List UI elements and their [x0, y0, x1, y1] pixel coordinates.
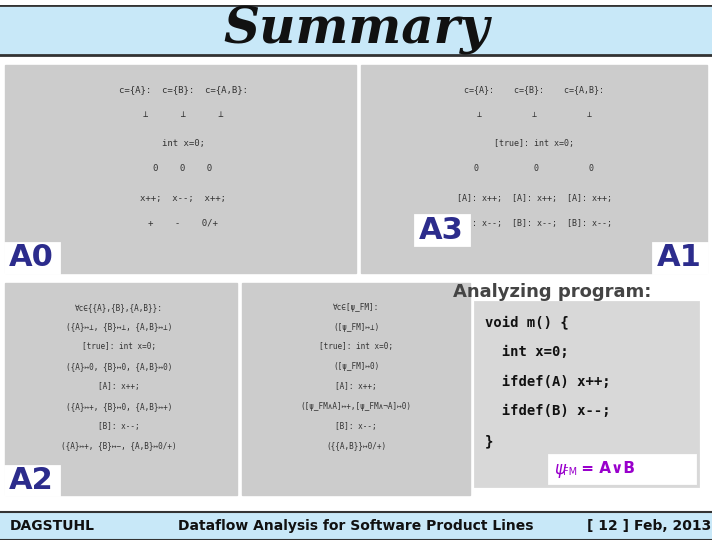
Text: [A]: x++;: [A]: x++; — [336, 382, 377, 391]
Text: [true]: int x=0;: [true]: int x=0; — [82, 342, 156, 352]
Bar — [549, 455, 695, 483]
Bar — [0, 5, 712, 55]
Text: ∀c∈{{A},{B},{A,B}}:: ∀c∈{{A},{B},{A,B}}: — [75, 303, 163, 312]
Text: [ 12 ]: [ 12 ] — [588, 519, 629, 533]
Text: +    -    0/+: + - 0/+ — [148, 219, 218, 228]
Text: ({A}↦+, {B}↦−, {A,B}↦0/+): ({A}↦+, {B}↦−, {A,B}↦0/+) — [61, 441, 176, 450]
Text: Analyzing program:: Analyzing program: — [453, 284, 652, 301]
Text: [B]: x--;: [B]: x--; — [98, 422, 140, 430]
Text: A1: A1 — [657, 244, 702, 272]
Bar — [653, 243, 708, 273]
Text: ifdef(B) x--;: ifdef(B) x--; — [485, 404, 611, 418]
Bar — [0, 512, 712, 540]
Text: [A]: x++;: [A]: x++; — [98, 382, 140, 391]
Text: A2: A2 — [9, 466, 54, 495]
Text: = A∨B: = A∨B — [576, 461, 635, 476]
Bar — [243, 282, 470, 495]
Text: ifdef(A) x++;: ifdef(A) x++; — [485, 375, 611, 389]
Text: ({A}↦⊥, {B}↦⊥, {A,B}↦⊥): ({A}↦⊥, {B}↦⊥, {A,B}↦⊥) — [66, 322, 172, 332]
Bar — [5, 282, 238, 495]
Text: int x=0;: int x=0; — [485, 345, 569, 359]
Text: ([ψ_FM]↦0): ([ψ_FM]↦0) — [333, 362, 379, 371]
Text: FM: FM — [563, 467, 577, 477]
Text: DAGSTUHL: DAGSTUHL — [10, 519, 95, 533]
Text: A0: A0 — [9, 244, 54, 272]
Text: [A]: x++;  [A]: x++;  [A]: x++;: [A]: x++; [A]: x++; [A]: x++; — [456, 194, 612, 203]
Text: void m() {: void m() { — [485, 315, 569, 329]
Text: ([ψ_FM∧A]↦+,[ψ_FM∧¬A]↦0): ([ψ_FM∧A]↦+,[ψ_FM∧¬A]↦0) — [301, 402, 412, 411]
Text: ({A}↦0, {B}↦0, {A,B}↦0): ({A}↦0, {B}↦0, {A,B}↦0) — [66, 362, 172, 371]
Text: [B]: x--;  [B]: x--;  [B]: x--;: [B]: x--; [B]: x--; [B]: x--; — [456, 219, 612, 228]
Text: ([ψ_FM]↦⊥): ([ψ_FM]↦⊥) — [333, 322, 379, 332]
Text: [B]: x--;: [B]: x--; — [336, 422, 377, 430]
Text: x++;  x--;  x++;: x++; x--; x++; — [140, 194, 226, 203]
Bar — [361, 65, 708, 273]
Bar — [5, 65, 356, 273]
Text: ⊥      ⊥      ⊥: ⊥ ⊥ ⊥ — [143, 110, 223, 119]
Text: int x=0;: int x=0; — [161, 139, 204, 148]
Text: ({A}↦+, {B}↦0, {A,B}↦+): ({A}↦+, {B}↦0, {A,B}↦+) — [66, 402, 172, 411]
Bar — [415, 215, 469, 245]
Text: c={A}:    c={B}:    c={A,B}:: c={A}: c={B}: c={A,B}: — [464, 85, 604, 94]
Bar — [5, 243, 59, 273]
Text: }: } — [485, 434, 493, 448]
Bar — [475, 302, 698, 485]
Text: [true]: int x=0;: [true]: int x=0; — [495, 139, 575, 148]
Text: A3: A3 — [419, 215, 464, 245]
Text: 0           0          0: 0 0 0 — [474, 164, 594, 173]
Text: ⊥          ⊥          ⊥: ⊥ ⊥ ⊥ — [477, 110, 592, 119]
Text: Summary: Summary — [223, 5, 489, 55]
Text: c={A}:  c={B}:  c={A,B}:: c={A}: c={B}: c={A,B}: — [119, 85, 248, 94]
Text: Feb, 2013: Feb, 2013 — [634, 519, 711, 533]
Text: ψ: ψ — [554, 460, 565, 478]
Text: ({{A,B}}↦0/+): ({{A,B}}↦0/+) — [326, 441, 386, 450]
Bar — [5, 465, 59, 495]
Text: 0    0    0: 0 0 0 — [153, 164, 212, 173]
Text: ∀c∈[ψ_FM]:: ∀c∈[ψ_FM]: — [333, 303, 379, 312]
Text: [true]: int x=0;: [true]: int x=0; — [319, 342, 393, 352]
Text: Dataflow Analysis for Software Product Lines: Dataflow Analysis for Software Product L… — [179, 519, 534, 533]
